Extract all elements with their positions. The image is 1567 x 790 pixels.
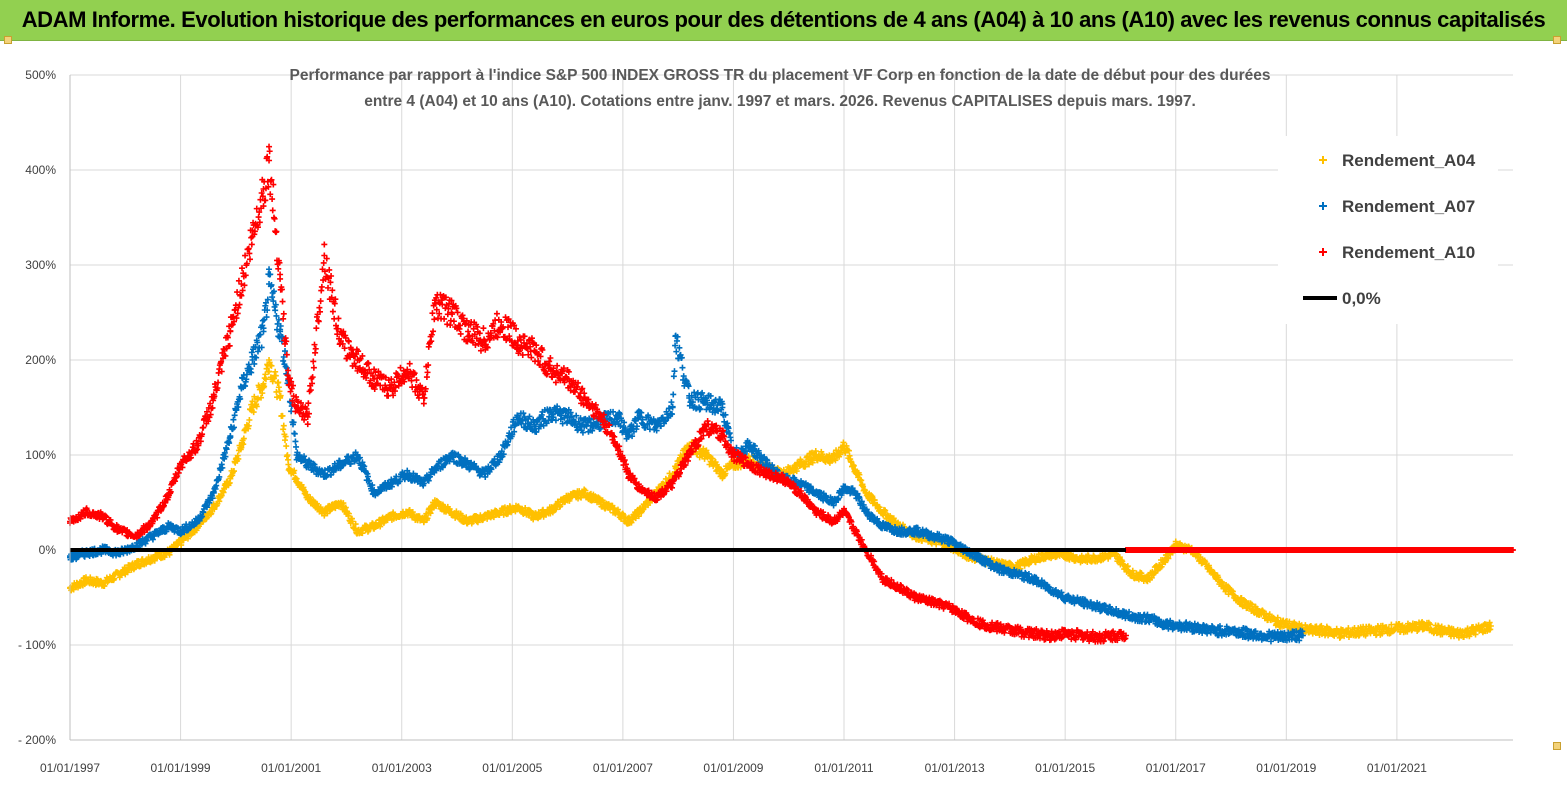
scatter-mark-Rendement_A07: [668, 399, 675, 406]
scatter-mark-Rendement_A04: [249, 398, 256, 405]
scatter-mark-Rendement_A10: [271, 215, 278, 222]
scatter-mark-Rendement_A07: [230, 416, 237, 423]
scatter-mark-Rendement_A10: [304, 421, 311, 428]
scatter-mark-Rendement_A04: [390, 509, 397, 516]
scatter-mark-Rendement_A04: [722, 470, 729, 477]
scatter-mark-Rendement_A04: [342, 504, 349, 511]
scatter-mark-Rendement_A10: [236, 301, 243, 308]
scatter-mark-Rendement_A04: [246, 416, 253, 423]
scatter-mark-Rendement_A04: [240, 441, 247, 448]
corner-marker-top-right: [1553, 36, 1561, 44]
scatter-mark-Rendement_A07: [272, 307, 279, 314]
scatter-mark-Rendement_A04: [166, 551, 173, 558]
scatter-mark-Rendement_A04: [424, 515, 431, 522]
scatter-mark-Rendement_A04: [226, 479, 233, 486]
scatter-mark-Rendement_A10: [269, 207, 276, 214]
scatter-mark-Rendement_A07: [673, 348, 680, 355]
banner-title: ADAM Informe. Evolution historique des p…: [21, 7, 1546, 32]
scatter-mark-Rendement_A04: [231, 468, 238, 475]
scatter-mark-Rendement_A10: [227, 327, 234, 334]
scatter-mark-Rendement_A04: [709, 455, 716, 462]
scatter-mark-Rendement_A04: [268, 362, 275, 369]
scatter-mark-Rendement_A04: [283, 443, 290, 450]
scatter-mark-Rendement_A04: [700, 445, 707, 452]
scatter-mark-Rendement_A04: [272, 372, 279, 379]
scatter-mark-Rendement_A04: [251, 393, 258, 400]
scatter-mark-Rendement_A10: [287, 388, 294, 395]
scatter-mark-Rendement_A10: [248, 234, 255, 241]
scatter-mark-Rendement_A10: [312, 345, 319, 352]
scatter-mark-Rendement_A10: [248, 241, 255, 248]
scatter-mark-Rendement_A10: [305, 400, 312, 407]
chart-area: 500%400%300%200%100%0%- 100%- 200% 01/01…: [18, 67, 1516, 775]
scatter-mark-Rendement_A04: [628, 519, 635, 526]
scatter-mark-Rendement_A10: [279, 298, 286, 305]
scatter-mark-Rendement_A07: [670, 373, 677, 380]
scatter-mark-Rendement_A04: [530, 516, 537, 523]
scatter-mark-Rendement_A07: [266, 266, 273, 273]
scatter-mark-Rendement_A04: [250, 409, 257, 416]
scatter-mark-Rendement_A04: [427, 510, 434, 517]
scatter-mark-Rendement_A04: [253, 403, 260, 410]
scatter-mark-Rendement_A07: [239, 375, 246, 382]
scatter-mark-Rendement_A04: [737, 464, 744, 471]
scatter-mark-Rendement_A10: [311, 341, 318, 348]
scatter-mark-Rendement_A04: [285, 456, 292, 463]
corner-marker-top-left: [4, 36, 12, 44]
scatter-mark-Rendement_A04: [277, 392, 284, 399]
scatter-mark-Rendement_A10: [310, 358, 317, 365]
scatter-mark-Rendement_A04: [259, 390, 266, 397]
scatter-mark-Rendement_A04: [245, 422, 252, 429]
scatter-mark-Rendement_A07: [231, 412, 238, 419]
scatter-mark-Rendement_A04: [235, 455, 242, 462]
scatter-mark-Rendement_A04: [345, 510, 352, 517]
scatter-mark-Rendement_A04: [240, 435, 247, 442]
scatter-mark-Rendement_A10: [239, 265, 246, 272]
scatter-mark-Rendement_A04: [313, 500, 320, 507]
scatter-mark-Rendement_A04: [552, 506, 559, 513]
scatter-mark-Rendement_A10: [238, 292, 245, 299]
scatter-mark-Rendement_A04: [178, 542, 185, 549]
scatter-mark-Rendement_A04: [276, 388, 283, 395]
scatter-mark-Rendement_A07: [679, 364, 686, 371]
scatter-mark-Rendement_A10: [280, 310, 287, 317]
scatter-mark-Rendement_A04: [620, 511, 627, 518]
scatter-mark-Rendement_A04: [307, 494, 314, 501]
scatter-mark-Rendement_A04: [291, 467, 298, 474]
scatter-mark-Rendement_A04: [349, 518, 356, 525]
scatter-mark-Rendement_A04: [258, 394, 265, 401]
title-banner: ADAM Informe. Evolution historique des p…: [0, 0, 1567, 41]
scatter-mark-Rendement_A04: [261, 383, 268, 390]
scatter-mark-Rendement_A04: [582, 487, 589, 494]
scatter-mark-Rendement_A07: [259, 317, 266, 324]
scatter-mark-Rendement_A10: [273, 228, 280, 235]
scatter-mark-Rendement_A04: [279, 412, 286, 419]
scatter-mark-Rendement_A04: [282, 433, 289, 440]
scatter-mark-Rendement_A04: [262, 376, 269, 383]
scatter-mark-Rendement_A07: [291, 430, 298, 437]
scatter-mark-Rendement_A04: [458, 512, 465, 519]
scatter-mark-Rendement_A10: [275, 265, 282, 272]
scatter-mark-Rendement_A07: [292, 438, 299, 445]
scatter-mark-Rendement_A04: [208, 510, 215, 517]
scatter-mark-Rendement_A04: [151, 557, 158, 564]
scatter-mark-Rendement_A04: [124, 569, 131, 576]
scatter-mark-Rendement_A10: [246, 256, 253, 263]
scatter-mark-Rendement_A07: [671, 368, 678, 375]
scatter-mark-Rendement_A10: [310, 364, 317, 371]
scatter-mark-Rendement_A04: [557, 503, 564, 510]
scatter-mark-Rendement_A10: [200, 424, 207, 431]
scatter-mark-Rendement_A04: [352, 521, 359, 528]
scatter-mark-Rendement_A10: [266, 148, 273, 155]
scatter-mark-Rendement_A04: [321, 512, 328, 519]
scatter-mark-Rendement_A04: [266, 368, 273, 375]
scatter-mark-Rendement_A04: [463, 514, 470, 521]
scatter-mark-Rendement_A07: [670, 391, 677, 398]
scatter-mark-Rendement_A04: [635, 513, 642, 520]
corner-marker-bottom-right: [1553, 742, 1561, 750]
scatter-mark-Rendement_A04: [280, 422, 287, 429]
scatter-mark-Rendement_A07: [293, 443, 300, 450]
scatter-mark-Rendement_A10: [277, 275, 284, 282]
